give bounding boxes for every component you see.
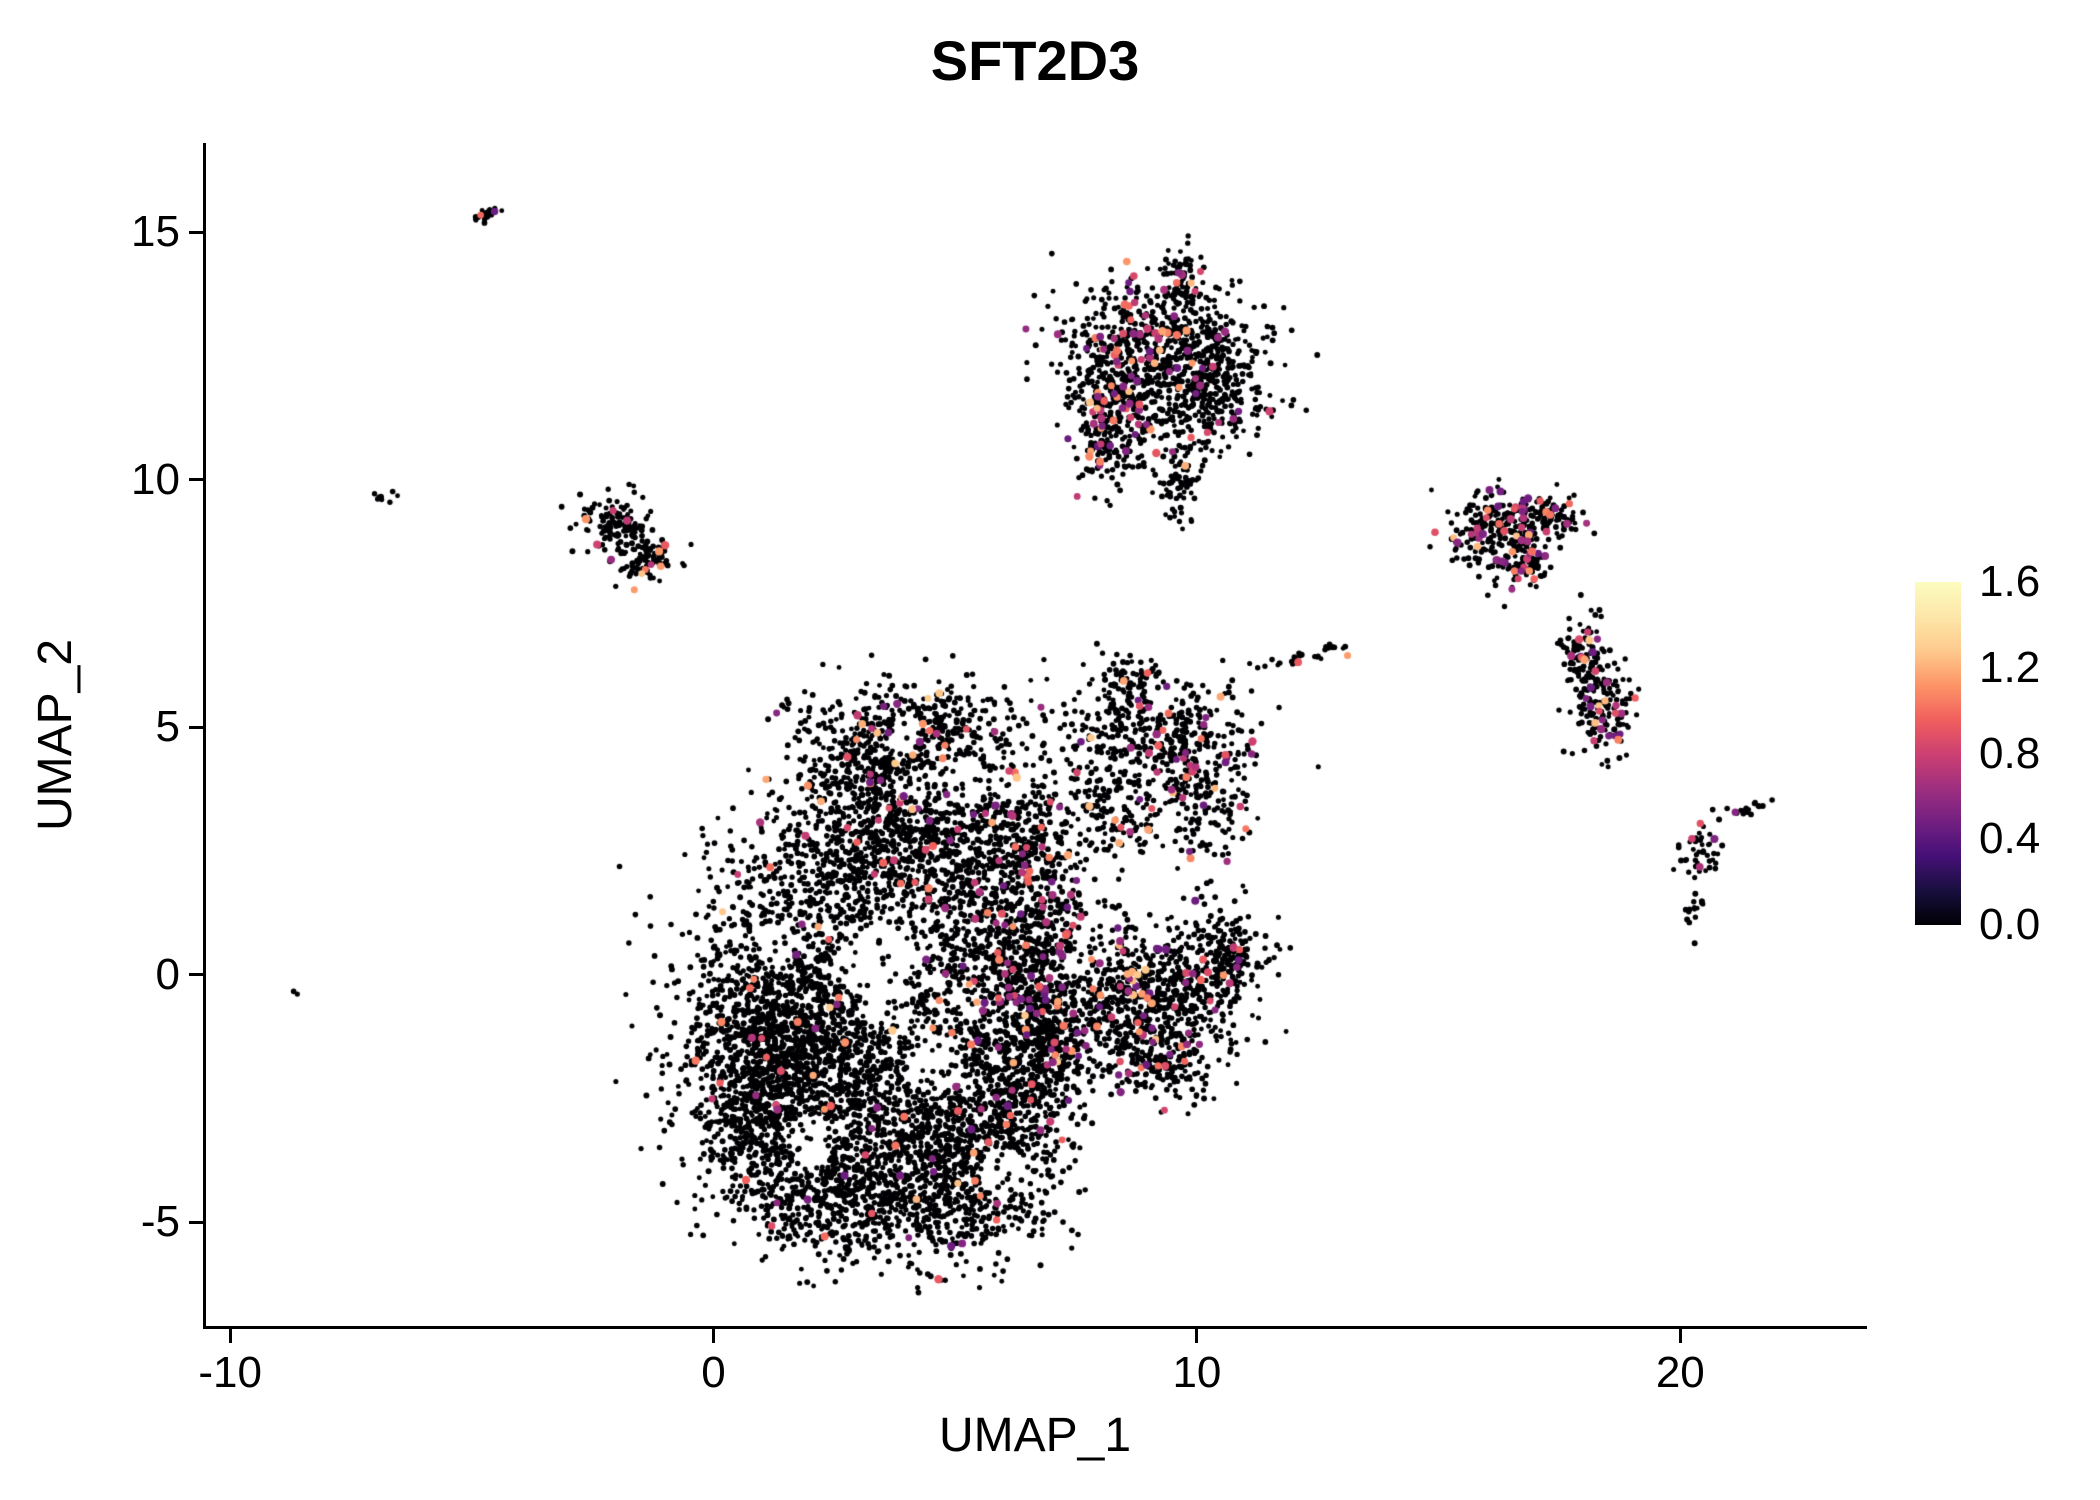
colorbar-tick-label: 1.6 bbox=[1979, 557, 2041, 606]
y-axis-line bbox=[203, 143, 206, 1329]
y-tick-label: 0 bbox=[155, 949, 180, 999]
x-tick-mark bbox=[712, 1329, 716, 1343]
y-tick-mark bbox=[189, 725, 203, 729]
colorbar-tick-label: 1.2 bbox=[1979, 642, 2041, 692]
x-axis-line bbox=[203, 1326, 1867, 1329]
x-tick-mark bbox=[1678, 1329, 1682, 1343]
x-tick-label: 0 bbox=[701, 1348, 726, 1397]
x-tick-label: -10 bbox=[198, 1348, 262, 1397]
colorbar-gradient bbox=[1915, 582, 1961, 925]
y-tick-label: 10 bbox=[131, 454, 180, 504]
x-tick-mark bbox=[1195, 1329, 1199, 1343]
y-tick-mark bbox=[189, 230, 203, 234]
y-axis-label: UMAP_2 bbox=[29, 638, 82, 832]
y-tick-mark bbox=[189, 478, 203, 482]
y-tick-label: 5 bbox=[155, 702, 180, 752]
x-tick-mark bbox=[228, 1329, 232, 1343]
plot-title: SFT2D3 bbox=[930, 29, 1140, 92]
colorbar-tick-label: 0.4 bbox=[1979, 814, 2041, 864]
colorbar-tick-label: 0.0 bbox=[1979, 900, 2041, 949]
colorbar-tick-label: 0.8 bbox=[1979, 728, 2041, 778]
y-tick-label: -5 bbox=[140, 1197, 180, 1247]
x-tick-label: 20 bbox=[1655, 1348, 1705, 1397]
y-tick-mark bbox=[189, 973, 203, 977]
y-tick-label: 15 bbox=[131, 207, 180, 257]
x-axis-label: UMAP_1 bbox=[938, 1409, 1132, 1462]
y-tick-mark bbox=[189, 1220, 203, 1224]
x-tick-label: 10 bbox=[1172, 1348, 1222, 1397]
